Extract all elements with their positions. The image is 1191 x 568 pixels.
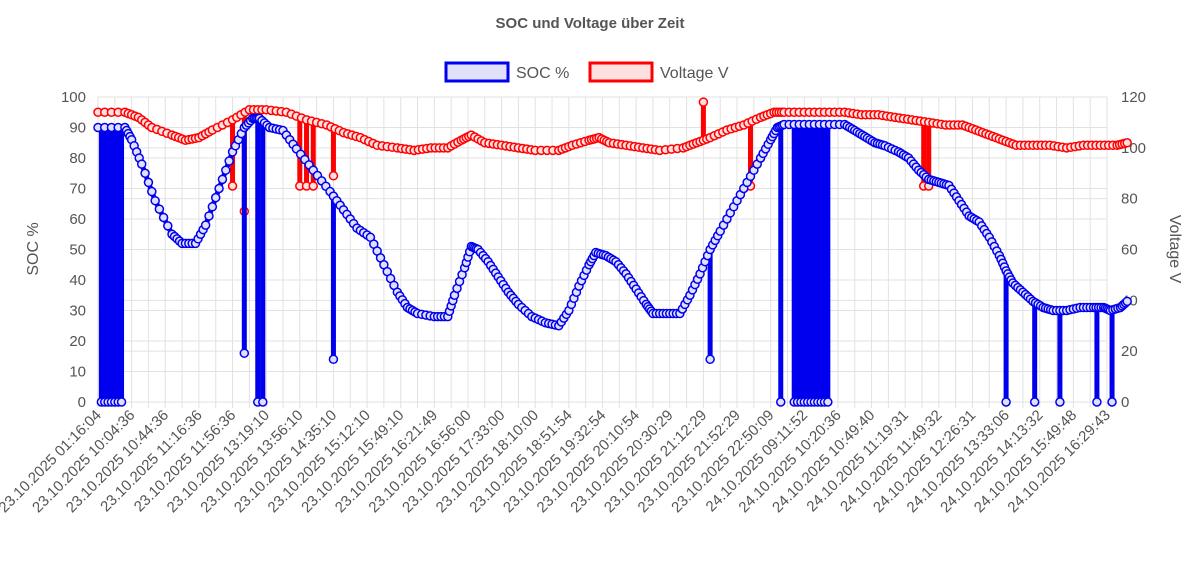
data-point-soc[interactable]	[143, 177, 154, 188]
y-left-tick-label: 0	[78, 394, 86, 411]
data-point-spike-soc[interactable]	[1092, 397, 1102, 407]
data-point-soc[interactable]	[154, 204, 165, 214]
data-point-spike-soc[interactable]	[1001, 397, 1011, 407]
data-point-soc[interactable]	[150, 195, 160, 206]
y-left-tick-label: 30	[69, 303, 86, 320]
y-left-tick-label: 60	[69, 211, 86, 228]
series-soc	[93, 113, 1132, 407]
y-left-tick-label: 100	[61, 89, 86, 106]
data-point-soc[interactable]	[221, 165, 231, 175]
data-point-soc[interactable]	[217, 174, 228, 185]
legend-item-voltage[interactable]: Voltage V	[588, 61, 729, 83]
data-point-spike-soc[interactable]	[823, 397, 833, 407]
data-point-spike-soc[interactable]	[328, 354, 339, 365]
y-right-tick-label: 80	[1121, 191, 1138, 208]
y-left-tick-label: 50	[69, 242, 86, 259]
data-point-spike-voltage[interactable]	[227, 181, 238, 191]
y-right-tick-label: 0	[1121, 394, 1129, 411]
data-point-soc[interactable]	[200, 220, 211, 230]
data-point-spike-soc[interactable]	[1055, 397, 1065, 407]
y-left-tick-label: 20	[69, 333, 86, 350]
y-right-tick-label: 120	[1121, 89, 1146, 106]
data-point-soc[interactable]	[140, 168, 150, 178]
y-axis-right-ticks: 020406080100120	[1121, 89, 1146, 411]
y-right-tick-label: 20	[1121, 343, 1138, 360]
legend-swatch-voltage	[588, 61, 654, 83]
data-point-soc[interactable]	[158, 212, 169, 223]
y-right-tick-label: 60	[1121, 242, 1138, 259]
data-point-spike-soc[interactable]	[258, 397, 268, 407]
data-point-soc[interactable]	[147, 186, 157, 197]
y-left-tick-label: 90	[69, 120, 86, 137]
data-point-spike-soc[interactable]	[116, 397, 127, 407]
data-point-spike-soc[interactable]	[705, 354, 715, 365]
data-point-spike-voltage[interactable]	[698, 97, 709, 107]
chart-title: SOC und Voltage über Zeit	[496, 15, 685, 32]
y-left-tick-label: 70	[69, 181, 86, 198]
data-point-soc[interactable]	[1122, 296, 1132, 307]
data-point-spike-soc[interactable]	[1029, 397, 1040, 407]
legend[interactable]: SOC % Voltage V	[444, 61, 729, 83]
data-point-spike-voltage[interactable]	[308, 181, 319, 191]
y-left-tick-label: 40	[69, 272, 86, 289]
y-axis-left-title: SOC %	[25, 222, 42, 275]
data-point-soc[interactable]	[163, 221, 173, 231]
data-point-soc[interactable]	[207, 202, 218, 212]
data-point-soc[interactable]	[224, 156, 234, 166]
data-point-spike-voltage[interactable]	[328, 171, 339, 181]
legend-label-voltage: Voltage V	[660, 65, 729, 82]
legend-swatch-soc	[444, 61, 510, 83]
series-voltage	[93, 97, 1132, 217]
y-axis-right-title: Voltage V	[1166, 215, 1183, 284]
data-point-soc[interactable]	[204, 211, 214, 221]
data-point-voltage[interactable]	[1122, 138, 1132, 148]
data-point-spike-soc[interactable]	[1107, 397, 1117, 407]
y-left-tick-label: 80	[69, 150, 86, 167]
data-point-soc[interactable]	[214, 183, 224, 194]
data-point-soc[interactable]	[210, 192, 221, 203]
legend-label-soc: SOC %	[516, 65, 569, 82]
data-point-spike-soc[interactable]	[239, 348, 250, 358]
y-left-tick-label: 10	[69, 364, 86, 381]
data-point-spike-soc[interactable]	[776, 397, 786, 407]
legend-item-soc[interactable]: SOC %	[444, 61, 569, 83]
y-axis-left-ticks: 0 10 20 30 40 50 60 70 80 90 100	[61, 89, 86, 411]
data-point-soc[interactable]	[136, 159, 147, 169]
